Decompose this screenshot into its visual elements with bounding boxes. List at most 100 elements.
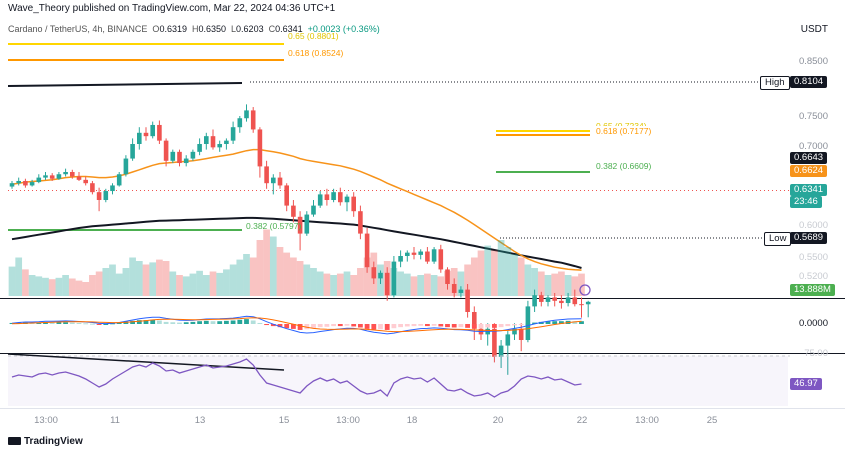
- macd-hist-bar: [63, 322, 68, 324]
- macd-hist-bar: [438, 324, 444, 327]
- candle-body: [391, 261, 397, 296]
- volume-bar: [410, 276, 418, 296]
- volume-bar: [437, 276, 445, 296]
- close-value: 0.6341: [275, 24, 303, 34]
- volume-bar: [511, 254, 518, 296]
- symbol-name[interactable]: Cardano / TetherUS, 4h, BINANCE: [8, 24, 148, 34]
- volume-bar: [343, 271, 351, 296]
- candle-body: [250, 110, 256, 130]
- macd-hist-bar: [224, 320, 229, 324]
- open-value: 0.6319: [159, 24, 187, 34]
- rsi-trend-line: [7, 353, 285, 371]
- volume-bar: [377, 264, 384, 296]
- candle-body: [143, 132, 149, 137]
- candle-body: [230, 127, 236, 141]
- candle-body: [103, 191, 109, 200]
- macd-hist-bar: [411, 324, 417, 327]
- volume-bar: [457, 271, 465, 296]
- ema50-tag: 0.6624: [790, 165, 828, 177]
- volume-bar: [249, 257, 257, 296]
- volume-bar: [256, 240, 264, 296]
- macd-hist-bar: [425, 324, 430, 327]
- candle-body: [458, 289, 464, 293]
- volume-bar: [276, 247, 284, 296]
- candle-body: [9, 183, 15, 187]
- candle-body: [150, 124, 155, 137]
- currency-label[interactable]: USDT: [800, 24, 828, 35]
- candle-body: [585, 301, 591, 305]
- volume-bar: [310, 268, 317, 296]
- macd-hist-bar: [90, 323, 95, 325]
- candle-body: [277, 177, 283, 186]
- candle-body: [271, 177, 276, 184]
- macd-hist-bar: [244, 319, 249, 324]
- candle-body: [492, 328, 497, 357]
- volume-bar: [357, 268, 364, 296]
- candle-countdown-tag: 23:46: [790, 196, 822, 208]
- time-tick: 13: [194, 415, 206, 426]
- volume-bar: [450, 268, 458, 296]
- macd-hist-bar: [284, 324, 290, 329]
- open-label: O: [152, 24, 160, 34]
- macd-hist-bar: [56, 322, 62, 324]
- price-tick: 0.5200: [798, 271, 828, 282]
- volume-bar: [48, 279, 56, 296]
- volume-bar: [75, 280, 83, 296]
- candle-body: [224, 140, 229, 144]
- volume-bar: [35, 276, 43, 296]
- volume-bar: [15, 257, 23, 296]
- brand-name: TradingView: [24, 436, 83, 447]
- candle-body: [331, 192, 336, 200]
- volume-tag: 13.888M: [790, 284, 835, 296]
- volume-bar: [336, 273, 344, 296]
- macd-hist-bar: [136, 320, 142, 324]
- volume-bar: [390, 268, 398, 296]
- candle-body: [465, 289, 470, 312]
- candle-body: [217, 144, 222, 148]
- macd-hist-bar: [197, 321, 202, 324]
- candle-body: [204, 136, 209, 144]
- macd-hist-bar: [525, 323, 531, 325]
- volume-bar: [524, 264, 532, 296]
- macd-hist-bar: [445, 324, 450, 328]
- volume-bar: [102, 268, 110, 296]
- volume-bar: [397, 271, 404, 296]
- rsi-line: [11, 358, 582, 398]
- candle-body: [398, 256, 403, 262]
- candle-body: [498, 345, 504, 357]
- macd-zero-label: 0.0000: [798, 318, 828, 329]
- fib-label: 0.618 (0.8524): [288, 48, 344, 58]
- macd-hist-bar: [478, 324, 484, 329]
- volume-bar: [169, 271, 177, 296]
- candle-body: [451, 284, 457, 293]
- macd-hist-bar: [378, 324, 383, 330]
- macd-hist-bar: [324, 324, 330, 327]
- macd-hist-bar: [532, 322, 537, 324]
- candle-body: [157, 124, 162, 141]
- macd-hist-bar: [210, 321, 216, 324]
- volume-bar: [551, 273, 559, 296]
- volume-bar: [303, 264, 311, 296]
- tradingview-logo[interactable]: TradingView: [8, 436, 83, 447]
- candle-body: [197, 144, 202, 152]
- volume-bar: [564, 275, 572, 296]
- time-tick: 18: [406, 415, 418, 426]
- macd-hist-bar: [264, 324, 269, 326]
- volume-bar: [115, 273, 123, 296]
- volume-bar: [236, 259, 244, 296]
- macd-hist-bar: [344, 324, 350, 326]
- candle-body: [344, 196, 350, 203]
- candle-body: [505, 334, 511, 346]
- candle-body: [378, 272, 383, 279]
- candle-body: [90, 183, 95, 193]
- macd-hist-bar: [331, 324, 336, 327]
- macd-hist-bar: [69, 322, 75, 324]
- volume-bar: [28, 275, 36, 296]
- macd-hist-bar: [277, 324, 283, 328]
- volume-bar: [22, 269, 29, 296]
- candle-body: [518, 328, 524, 340]
- volume-bar: [196, 270, 203, 296]
- time-tick: 20: [492, 415, 504, 426]
- candle-body: [29, 182, 35, 186]
